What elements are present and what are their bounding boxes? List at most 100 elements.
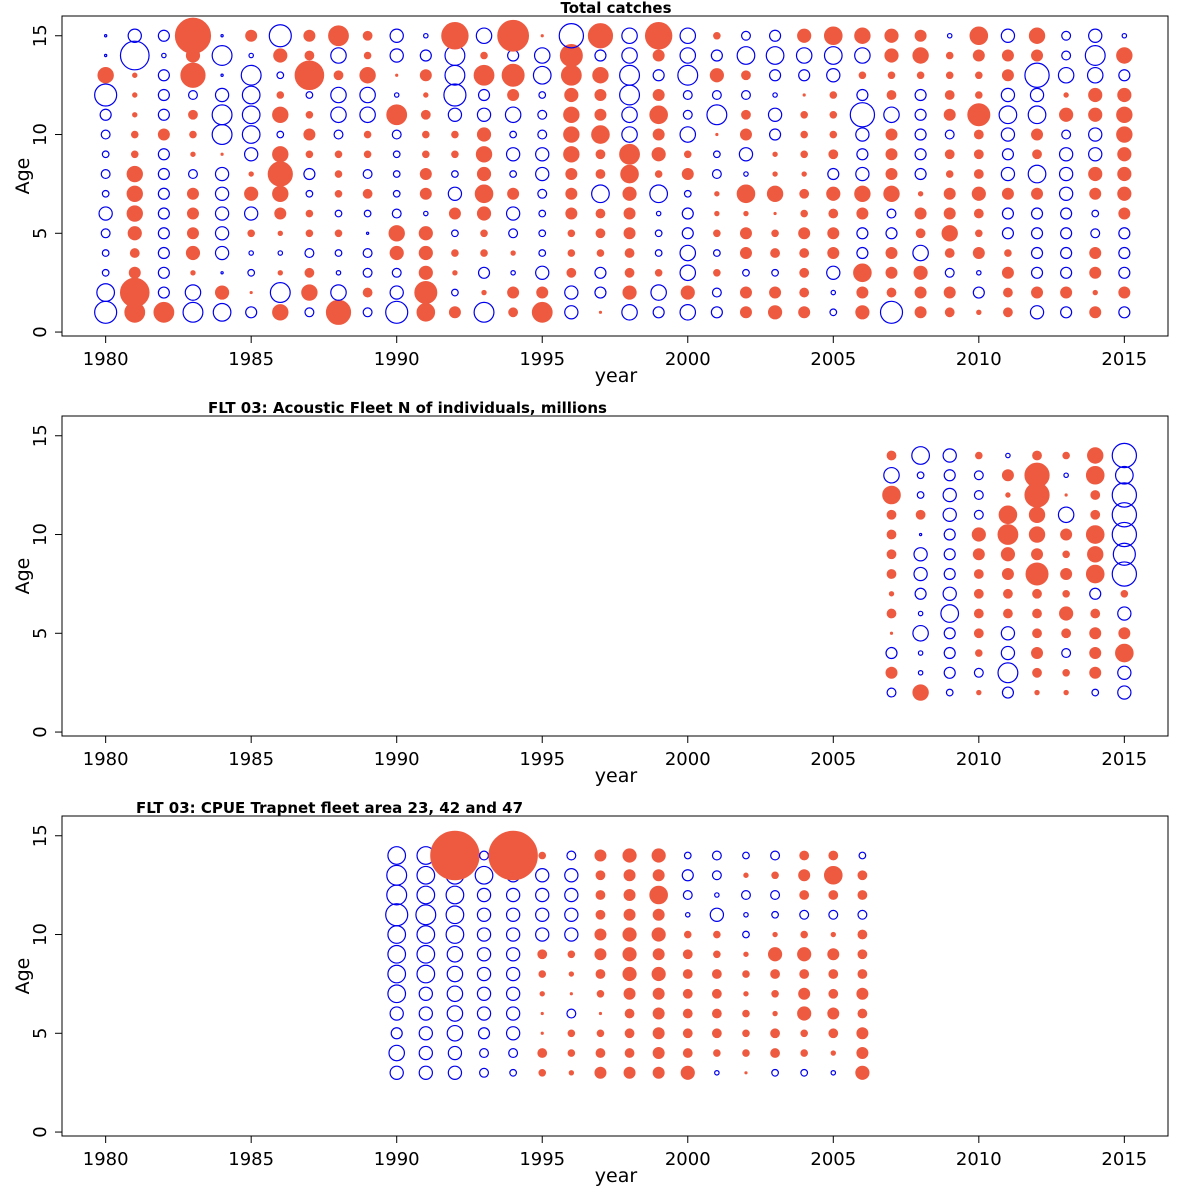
bubble-positive [973, 208, 984, 219]
bubble-negative [451, 229, 459, 238]
bubble-positive [623, 889, 636, 902]
bubble-positive [623, 207, 636, 220]
bubble-positive [395, 73, 399, 77]
bubble-negative [885, 646, 898, 660]
bubble-positive [770, 1028, 780, 1039]
bubble-negative [942, 487, 957, 503]
bubble-positive [1001, 69, 1014, 82]
bubble-positive [912, 47, 929, 64]
bubble-positive [1031, 49, 1044, 62]
bubble-positive [826, 186, 841, 201]
bubble-positive [1085, 564, 1105, 584]
bubble-positive [800, 1029, 808, 1038]
bubble-positive [567, 1049, 576, 1057]
bubble-positive [1028, 27, 1046, 44]
bubble-positive [1001, 49, 1014, 62]
bubble-negative [1118, 246, 1131, 260]
bubble-positive [1001, 266, 1014, 279]
bubble-negative [157, 108, 170, 121]
bubble-positive [713, 31, 721, 40]
bubble-positive [497, 19, 530, 52]
bubble-positive [363, 150, 372, 159]
bubble-positive [480, 51, 488, 60]
bubble-positive [649, 105, 668, 125]
bubble-positive [652, 908, 665, 921]
bubble-positive [713, 1049, 721, 1057]
bubble-negative [770, 890, 781, 901]
bubble-positive [682, 1028, 693, 1039]
bubble-positive [247, 229, 255, 238]
bubble-negative [220, 271, 224, 275]
bubble-negative [362, 169, 373, 180]
bubble-positive [186, 227, 199, 240]
bubble-negative [447, 186, 463, 201]
bubble-negative [1089, 587, 1102, 600]
x-tick-label: 1990 [374, 749, 420, 770]
bubble-positive [540, 34, 544, 38]
bubble-negative [184, 284, 202, 301]
bubble-positive [566, 267, 577, 278]
bubble-negative [944, 129, 955, 140]
bubble-positive [713, 950, 721, 959]
bubble-negative [679, 264, 697, 282]
bubble-positive [363, 51, 372, 60]
bubble-positive [742, 1049, 750, 1057]
bubble-positive [452, 270, 458, 276]
bubble-positive [742, 1029, 750, 1038]
bubble-negative [386, 864, 408, 886]
bubble-negative [187, 90, 198, 101]
bubble-positive [972, 548, 985, 561]
bubble-positive [739, 247, 752, 260]
bubble-positive [912, 684, 929, 701]
bubble-positive [595, 208, 606, 219]
y-axis-label: Age [12, 558, 34, 595]
bubble-positive [917, 191, 924, 197]
bubble-positive [1117, 147, 1132, 162]
bubble-positive [799, 287, 810, 298]
bubble-negative [330, 106, 347, 124]
bubble-negative [594, 266, 607, 279]
bubble-positive [856, 1027, 869, 1040]
bubble-negative [740, 90, 751, 101]
bubble-positive [1118, 627, 1131, 640]
bubble-negative [943, 567, 956, 581]
bubble-negative [446, 1024, 464, 1042]
bubble-negative [767, 107, 783, 122]
bubble-negative [714, 1069, 720, 1076]
bubble-positive [419, 168, 432, 181]
bubble-positive [596, 249, 605, 257]
bubble-positive [1063, 689, 1069, 696]
bubble-negative [508, 1048, 519, 1059]
bubble-positive [157, 128, 170, 141]
bubble-positive [976, 689, 982, 696]
bubble-negative [942, 448, 957, 463]
bubble-positive [334, 189, 343, 198]
bubble-negative [711, 870, 722, 881]
bubble-negative [157, 167, 170, 181]
bubble-negative [538, 249, 547, 257]
bubble-negative [1088, 28, 1103, 43]
bubble-negative [856, 148, 869, 161]
bubble-positive [883, 185, 900, 202]
bubble-negative [799, 909, 810, 920]
bubble-positive [1032, 628, 1042, 639]
bubble-negative [655, 210, 662, 217]
bubble-negative [535, 868, 550, 883]
y-tick-label: 5 [30, 1028, 51, 1039]
bubble-positive [507, 89, 520, 102]
bubble-positive [623, 869, 636, 882]
bubble-negative [1118, 266, 1131, 279]
bubble-positive [451, 130, 459, 139]
bubble-positive [1118, 207, 1131, 220]
bubble-negative [389, 48, 404, 63]
bubble-positive [1088, 87, 1103, 103]
bubble-positive [743, 951, 749, 957]
bubble-positive [451, 150, 459, 159]
bubble-positive [1087, 546, 1104, 563]
bubble-positive [828, 208, 839, 219]
bubble-negative [621, 126, 638, 143]
bubble-negative [362, 307, 373, 318]
bubble-positive [1089, 187, 1102, 200]
bubble-negative [830, 289, 837, 296]
bubble-positive [189, 130, 197, 139]
